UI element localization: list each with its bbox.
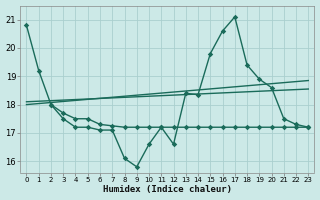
X-axis label: Humidex (Indice chaleur): Humidex (Indice chaleur) xyxy=(103,185,232,194)
